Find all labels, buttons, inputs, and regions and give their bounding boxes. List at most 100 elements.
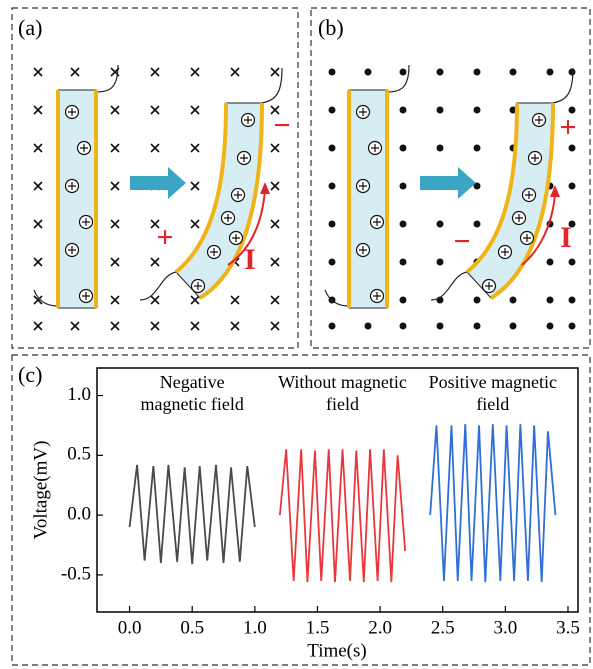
dot (437, 145, 444, 152)
arrow (130, 167, 186, 199)
x-tick-label: 2.0 (368, 617, 392, 638)
cross (271, 220, 279, 228)
cross (151, 296, 159, 304)
arrowhead (260, 182, 270, 194)
dot (569, 323, 576, 330)
dot (474, 107, 481, 114)
x-axis-label: Time(s) (307, 640, 366, 661)
x-tick-label: 3.5 (556, 617, 580, 638)
dot (547, 259, 554, 266)
cross (191, 182, 199, 190)
x-tick-label: 1.0 (243, 617, 267, 638)
dot (474, 323, 481, 330)
cross (191, 296, 199, 304)
cross (34, 258, 42, 266)
panel-label: (b) (318, 15, 344, 40)
dot (437, 323, 444, 330)
dot (400, 259, 407, 266)
cross (34, 68, 42, 76)
y-axis-label: Voltage(mV) (30, 441, 51, 540)
dot (400, 183, 407, 190)
dot (365, 69, 372, 76)
dot (365, 323, 372, 330)
cross (231, 68, 239, 76)
cross (151, 106, 159, 114)
dot (400, 221, 407, 228)
cross (34, 220, 42, 228)
polarity-minus: − (273, 109, 290, 142)
cross (231, 296, 239, 304)
cross (231, 322, 239, 330)
cross (271, 182, 279, 190)
cross (71, 322, 79, 330)
dot (547, 323, 554, 330)
figure-canvas: (a) − + I (b) + − I (c) Time(s) Voltage(… (0, 0, 593, 669)
y-tick-label: 0.5 (67, 444, 91, 465)
dot (547, 297, 554, 304)
cross (151, 258, 159, 266)
cross (34, 182, 42, 190)
cross (111, 144, 119, 152)
cross (111, 220, 119, 228)
x-tick-label: 0.5 (180, 617, 204, 638)
cross (271, 258, 279, 266)
series-line (130, 465, 255, 564)
cross (151, 144, 159, 152)
x-tick-label: 2.5 (431, 617, 455, 638)
series-label: Negative magnetic field (127, 371, 257, 415)
dot (510, 323, 517, 330)
cross (111, 322, 119, 330)
dot (569, 69, 576, 76)
dot (400, 69, 407, 76)
dot (437, 259, 444, 266)
cross (191, 106, 199, 114)
x-tick-label: 1.5 (306, 617, 330, 638)
plot: 0.00.51.01.52.02.53.03.5-0.50.00.51.0 (61, 384, 580, 638)
cross (191, 68, 199, 76)
dot (400, 107, 407, 114)
cross (271, 296, 279, 304)
cross (111, 258, 119, 266)
dot (569, 259, 576, 266)
panel-label: (c) (18, 362, 42, 387)
cross (34, 106, 42, 114)
y-tick-label: 1.0 (67, 384, 91, 405)
cross (151, 68, 159, 76)
cross (151, 322, 159, 330)
panel-label: (a) (18, 15, 42, 40)
dot (329, 107, 336, 114)
dot (510, 297, 517, 304)
cross (34, 144, 42, 152)
series-label: Without magnetic field (278, 371, 408, 415)
dot (474, 221, 481, 228)
dot (329, 259, 336, 266)
x-tick-label: 0.0 (118, 617, 142, 638)
current-label: I (244, 243, 256, 276)
cross (271, 144, 279, 152)
dot (510, 69, 517, 76)
series-label: Positive magnetic field (428, 371, 558, 415)
cross (271, 68, 279, 76)
dot (437, 107, 444, 114)
dot (329, 323, 336, 330)
dot (569, 297, 576, 304)
dot (569, 183, 576, 190)
polarity-plus: + (559, 111, 576, 144)
dot (400, 323, 407, 330)
cross (71, 68, 79, 76)
dot (474, 69, 481, 76)
cross (111, 182, 119, 190)
cross (191, 220, 199, 228)
dot (437, 221, 444, 228)
cross (271, 322, 279, 330)
dot (400, 297, 407, 304)
dot (329, 69, 336, 76)
polarity-minus: − (453, 225, 470, 258)
x-tick-label: 3.0 (493, 617, 517, 638)
cross (111, 106, 119, 114)
dot (400, 145, 407, 152)
dot (329, 145, 336, 152)
series-line (280, 449, 405, 582)
dot (329, 221, 336, 228)
arrow (420, 167, 476, 199)
